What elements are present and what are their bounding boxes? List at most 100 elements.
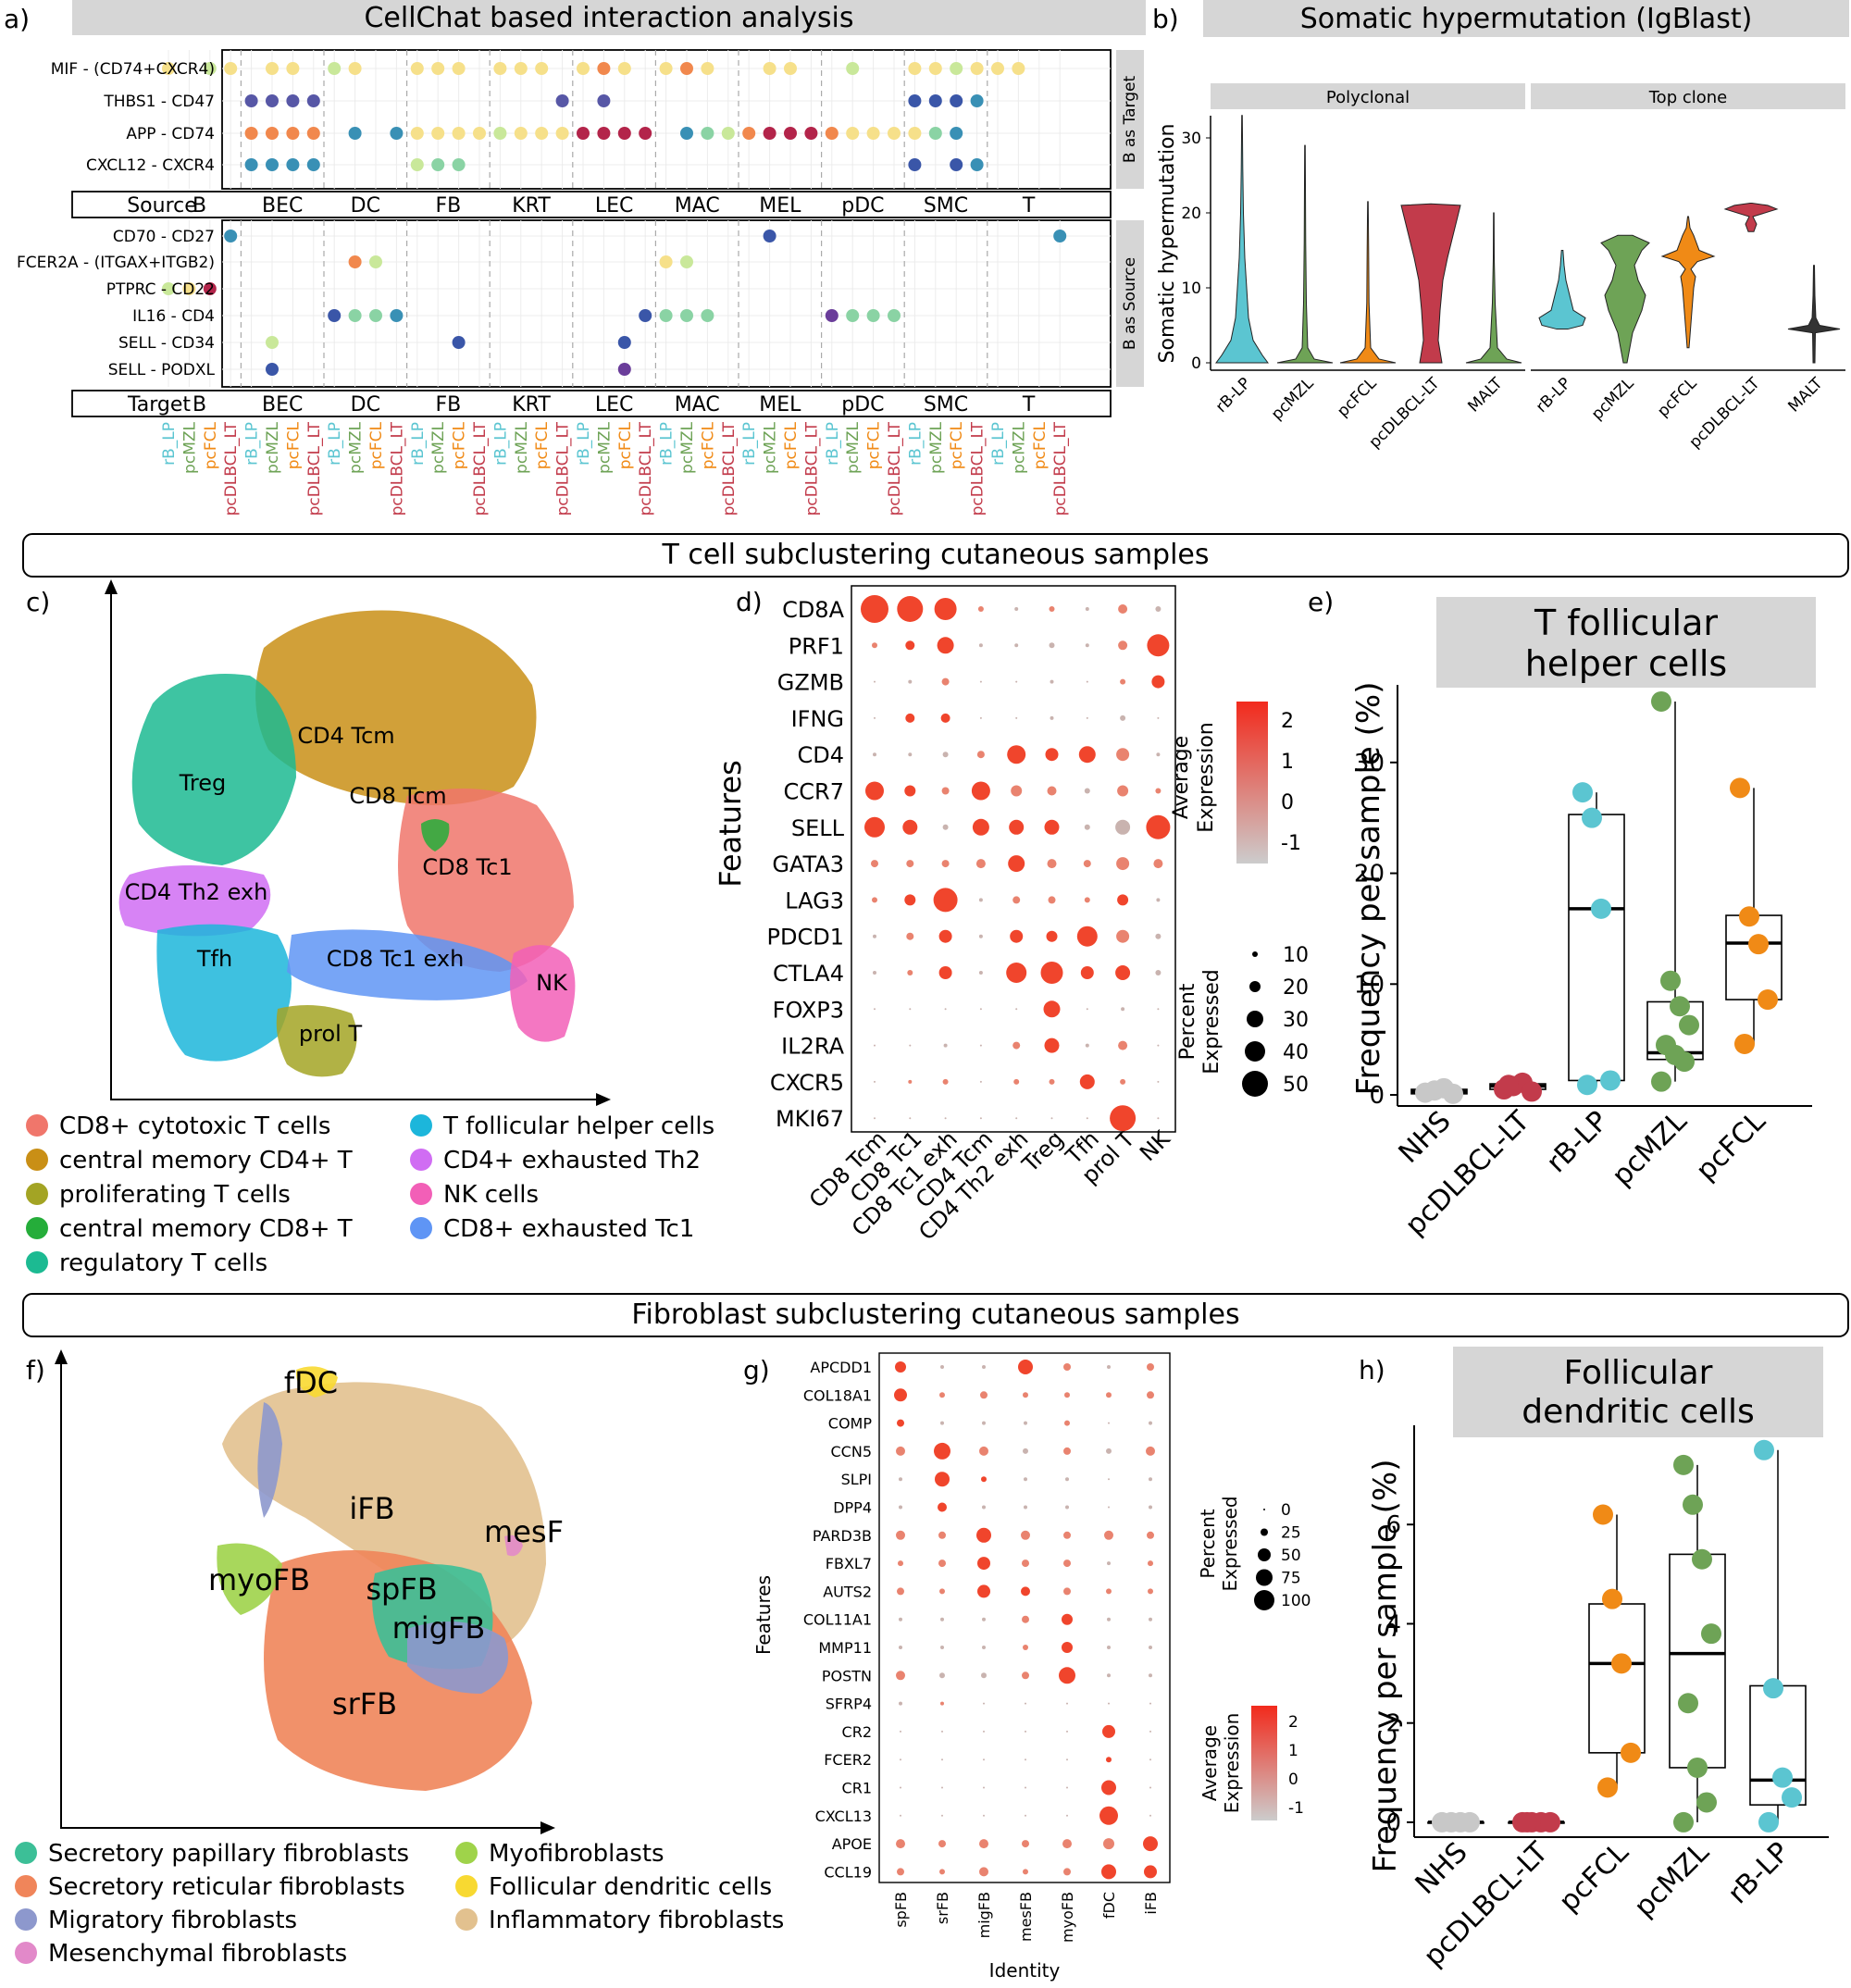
expression-dot — [1110, 1105, 1137, 1132]
umap-cluster — [131, 674, 296, 865]
interaction-dot — [328, 309, 342, 322]
expression-dot — [906, 860, 914, 868]
box — [1669, 1553, 1726, 1769]
subtype-label: pcDLBCL_LT — [388, 421, 406, 516]
expression-dot — [1148, 1588, 1153, 1595]
expression-dot — [1015, 1117, 1018, 1120]
legend-label: CD4+ exhausted Th2 — [443, 1147, 701, 1174]
subtype-label: pcMZL — [264, 421, 282, 473]
expression-dot — [1063, 1587, 1071, 1596]
interaction-dot — [659, 62, 673, 75]
interaction-dot — [617, 336, 631, 349]
sample-point — [1758, 989, 1778, 1011]
expression-dot — [1104, 1530, 1113, 1540]
expression-dot — [939, 1869, 945, 1875]
interaction-dot — [784, 62, 797, 75]
interaction-dot — [410, 158, 424, 171]
panel-a-title-strip — [72, 0, 1146, 35]
expression-dot — [981, 1672, 987, 1679]
violin — [1787, 265, 1841, 364]
cell-type-label: LEC — [595, 393, 634, 416]
legend-tick: 50 — [1281, 1547, 1301, 1565]
legend-swatch — [410, 1114, 432, 1137]
expression-dot — [1157, 716, 1160, 719]
expression-dot — [904, 785, 916, 797]
interaction-label: CXCL12 - CXCR4 — [86, 156, 215, 175]
expression-dot — [940, 1701, 944, 1706]
expression-dot — [896, 1530, 905, 1540]
x-tick-label: NHS — [1393, 1105, 1458, 1170]
cluster-label: srFB — [332, 1686, 397, 1721]
size-legend-dot — [1252, 951, 1258, 957]
interaction-dot — [555, 94, 569, 107]
expression-dot — [1107, 1561, 1111, 1566]
expression-dot — [980, 1391, 988, 1399]
cluster-tick-label: mesFB — [1017, 1892, 1035, 1942]
gene-label: COMP — [828, 1415, 873, 1433]
panel-a-letter: a) — [4, 4, 30, 34]
sample-point — [1754, 1439, 1774, 1460]
legend-label: Inflammatory fibroblasts — [489, 1907, 784, 1934]
legend-swatch — [455, 1908, 478, 1931]
expression-dot — [941, 860, 950, 868]
sample-point — [1679, 1014, 1699, 1036]
expression-dot — [874, 1117, 876, 1120]
expression-dot — [1050, 715, 1054, 720]
subtype-label: pcFCL — [782, 421, 801, 469]
cluster-label: CD4 Th2 exh — [125, 879, 268, 905]
expression-dot — [942, 1078, 949, 1085]
expression-dot — [909, 1117, 912, 1120]
interaction-dot — [950, 62, 963, 75]
expression-dot — [1149, 1786, 1151, 1789]
interaction-dot — [224, 62, 238, 75]
expression-dot — [871, 860, 878, 868]
expression-dot — [1015, 716, 1018, 719]
legend-tick: 20 — [1283, 976, 1309, 1000]
sample-point — [1460, 1811, 1480, 1833]
interaction-dot — [1012, 62, 1025, 75]
expression-dot — [1047, 786, 1057, 796]
x-tick-label: rB-LP — [1533, 374, 1575, 416]
sample-point — [1683, 1494, 1703, 1515]
expression-dot — [1024, 1505, 1027, 1510]
expression-dot — [898, 1560, 903, 1567]
interaction-dot — [244, 127, 258, 140]
expression-dot — [979, 1044, 982, 1047]
size-legend-dot — [1256, 1569, 1273, 1586]
cell-type-label: FB — [436, 393, 462, 416]
interaction-dot — [266, 363, 279, 376]
interaction-dot — [348, 255, 362, 268]
interaction-dot — [348, 309, 362, 322]
panel-e-title-1: T follicular — [1534, 603, 1718, 643]
expression-dot — [1062, 1839, 1072, 1849]
y-tick-label: 4 — [1385, 1610, 1401, 1638]
sample-point — [1591, 898, 1611, 919]
cell-type-label: BEC — [262, 393, 303, 416]
interaction-dot — [908, 127, 922, 140]
size-legend-dot — [1247, 1011, 1263, 1027]
cell-type-label: T — [1022, 194, 1036, 217]
legend-tick: 1 — [1281, 751, 1294, 774]
panel-f-axes — [60, 1353, 551, 1829]
expression-dot — [902, 819, 918, 835]
expression-dot — [874, 716, 876, 719]
expression-dot — [944, 1008, 947, 1011]
interaction-dot — [369, 309, 382, 322]
legend-swatch — [26, 1149, 48, 1171]
cluster-label: fDC — [284, 1365, 338, 1400]
interaction-dot — [431, 127, 445, 140]
gene-label: MKI67 — [776, 1106, 844, 1132]
x-tick-label: MALT — [1784, 374, 1827, 416]
expression-dot — [938, 1840, 946, 1848]
cell-type-label: BEC — [262, 194, 303, 217]
interaction-dot — [970, 62, 984, 75]
interaction-dot — [286, 94, 300, 107]
legend-label: T follicular helper cells — [442, 1112, 714, 1140]
interaction-dot — [452, 158, 466, 171]
expression-dot — [941, 1814, 943, 1817]
gene-label: CR1 — [842, 1780, 872, 1797]
subtype-label: rB_LP — [575, 422, 593, 466]
interaction-dot — [162, 62, 175, 75]
legend-label: proliferating T cells — [59, 1181, 291, 1209]
umap-cluster — [287, 929, 528, 1000]
